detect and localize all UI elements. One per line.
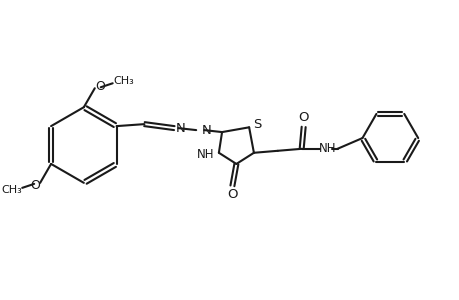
Text: CH₃: CH₃ (1, 185, 22, 195)
Text: S: S (252, 118, 261, 131)
Text: O: O (95, 80, 105, 93)
Text: N: N (201, 124, 211, 136)
Text: O: O (298, 112, 308, 124)
Text: O: O (227, 188, 237, 201)
Text: NH: NH (318, 142, 336, 155)
Text: NH: NH (197, 148, 214, 161)
Text: CH₃: CH₃ (113, 76, 134, 86)
Text: O: O (30, 179, 40, 192)
Text: N: N (175, 122, 185, 135)
